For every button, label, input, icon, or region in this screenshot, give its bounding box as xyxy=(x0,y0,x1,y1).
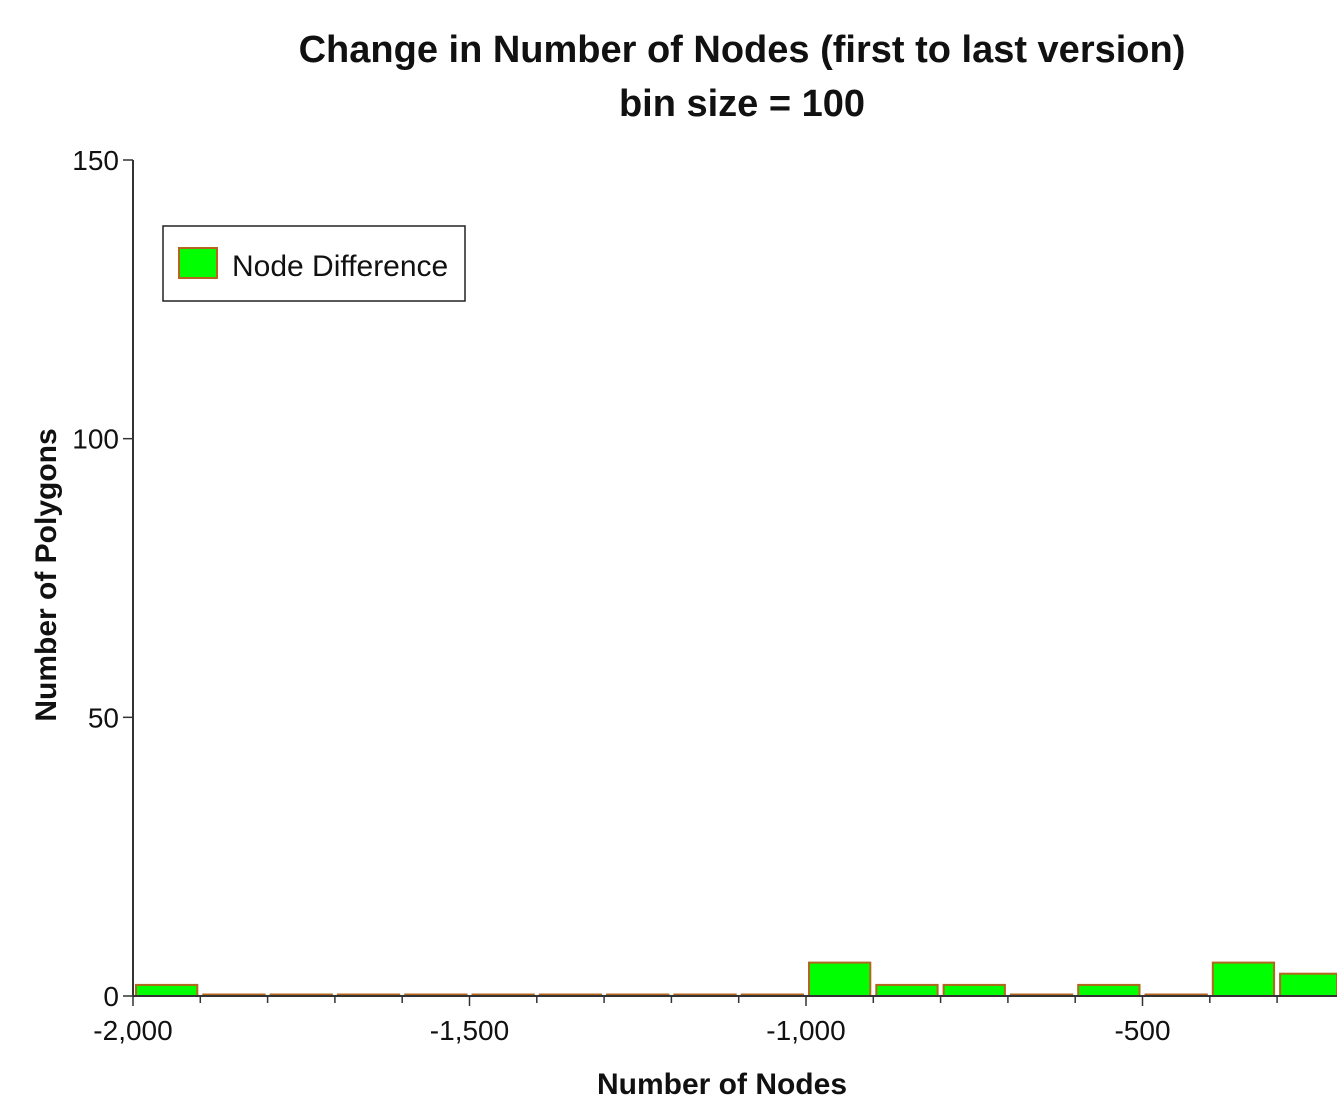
y-tick-label: 50 xyxy=(88,702,119,733)
x-axis-title: Number of Nodes xyxy=(597,1068,847,1101)
histogram-bar xyxy=(1279,972,1337,998)
histogram-bar xyxy=(1077,983,1141,998)
histogram-bar xyxy=(135,983,199,998)
x-tick-label: -500 xyxy=(1114,1015,1170,1046)
x-tick-label: -1,000 xyxy=(766,1015,845,1046)
legend-swatch xyxy=(178,247,218,279)
chart-title: Change in Number of Nodes (first to last… xyxy=(299,29,1186,71)
histogram-bar xyxy=(875,983,939,998)
histogram-bar xyxy=(808,961,872,997)
histogram-bar xyxy=(1211,961,1276,997)
x-tick-label: -2,000 xyxy=(93,1015,172,1046)
bars-layer xyxy=(135,961,1337,998)
y-tick-label: 100 xyxy=(72,424,119,455)
legend: Node Difference xyxy=(162,225,466,302)
y-tick-label: 150 xyxy=(72,145,119,176)
histogram-bar xyxy=(942,983,1006,998)
chart-subtitle: bin size = 100 xyxy=(619,83,865,125)
y-axis-title: Number of Polygons xyxy=(30,428,63,721)
legend-label: Node Difference xyxy=(232,250,448,283)
x-tick-label: -1,500 xyxy=(430,1015,509,1046)
y-tick-label: 0 xyxy=(103,981,119,1012)
axes-layer: -2,000-1,500-1,000-50005001,0001,5000501… xyxy=(72,145,1337,1046)
